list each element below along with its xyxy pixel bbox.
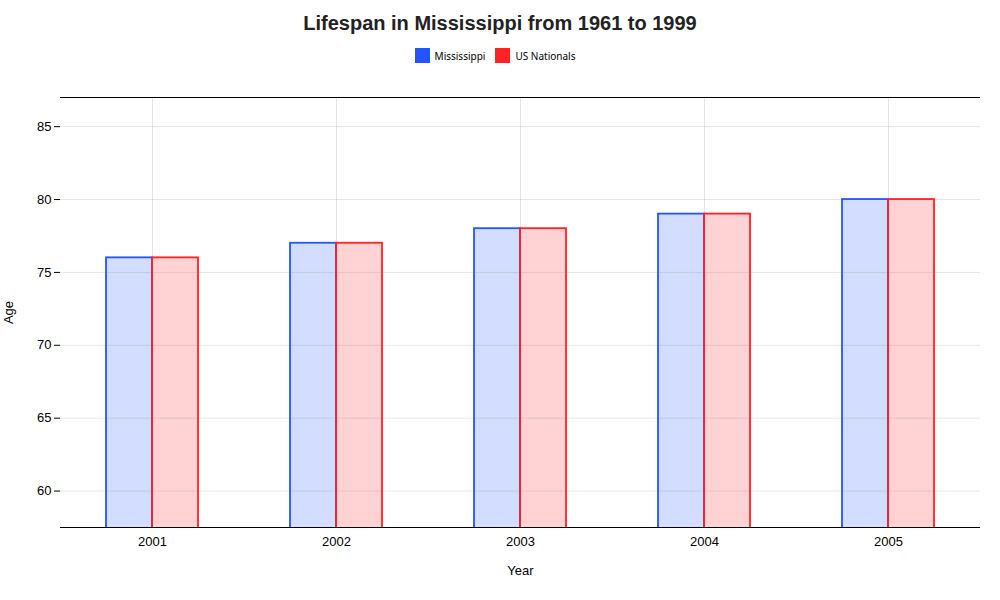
svg-text:80: 80 xyxy=(37,192,51,207)
html-text:Mississippi: Mississippi xyxy=(434,48,486,63)
svg-text:2004: 2004 xyxy=(690,534,719,549)
svg-text:60: 60 xyxy=(37,483,51,498)
svg-text:Age: Age xyxy=(1,301,16,324)
html-text:US Nationals: US Nationals xyxy=(515,48,576,63)
svg-text:2001: 2001 xyxy=(138,534,167,549)
svg-text:2003: 2003 xyxy=(506,534,535,549)
svg-text:75: 75 xyxy=(37,265,51,280)
svg-text:65: 65 xyxy=(37,410,51,425)
svg-text:2005: 2005 xyxy=(874,534,903,549)
svg-text:70: 70 xyxy=(37,337,51,352)
svg-text:85: 85 xyxy=(37,119,51,134)
svg-text:Year: Year xyxy=(507,563,534,578)
html-text:Lifespan in Mississippi from 1: Lifespan in Mississippi from 1961 to 199… xyxy=(303,12,697,34)
svg-text:2002: 2002 xyxy=(322,534,351,549)
